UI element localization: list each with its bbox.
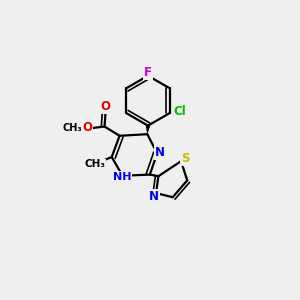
Text: NH: NH (113, 172, 131, 182)
Text: N: N (154, 146, 164, 159)
Polygon shape (146, 125, 150, 134)
Text: Cl: Cl (174, 106, 186, 118)
Text: N: N (149, 190, 159, 203)
Text: CH₃: CH₃ (84, 159, 105, 170)
Text: O: O (101, 100, 111, 113)
Text: S: S (181, 152, 189, 165)
Text: O: O (82, 122, 92, 134)
Text: F: F (144, 67, 152, 80)
Text: CH₃: CH₃ (62, 123, 82, 134)
